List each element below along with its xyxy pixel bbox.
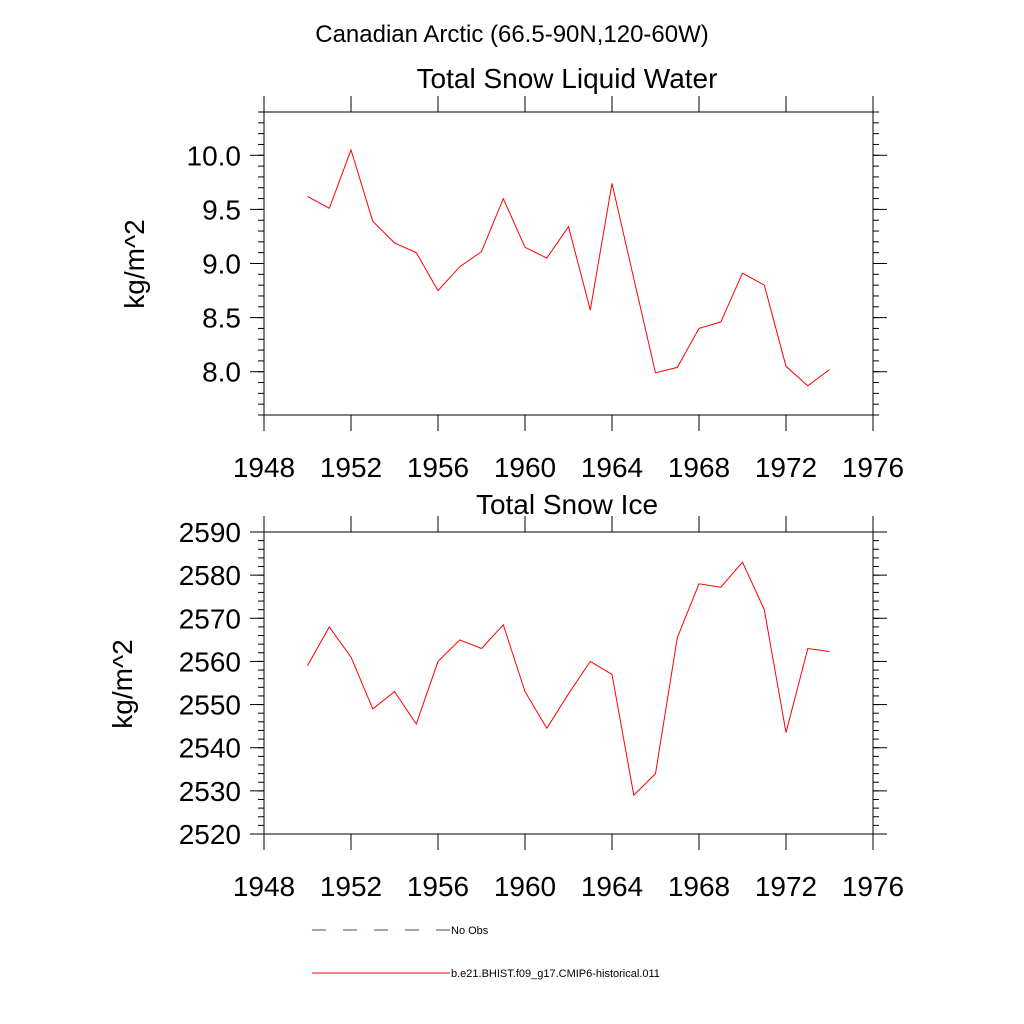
x-tick-label: 1952: [320, 452, 382, 483]
y-tick-label: 2530: [179, 776, 241, 807]
tick-marks-snow-liquid-water: [250, 96, 887, 431]
y-tick-label: 8.0: [202, 357, 241, 388]
x-tick-label: 1956: [407, 452, 469, 483]
x-tick-label: 1976: [842, 452, 904, 483]
series-snow-ice: [307, 561, 830, 797]
y-tick-label: 2520: [179, 819, 241, 850]
x-tick-label: 1964: [581, 452, 643, 483]
page-title: Canadian Arctic (66.5-90N,120-60W): [315, 21, 709, 48]
plot-frame-snow-ice: [263, 531, 874, 835]
x-tick-label: 1960: [494, 452, 556, 483]
panel-snow-ice: Total Snow Ice kg/m^2 252025302540255025…: [107, 489, 904, 902]
x-tick-label: 1948: [233, 871, 295, 902]
y-tick-label: 2580: [179, 560, 241, 591]
legend-label-historical-011: b.e21.BHIST.f09_g17.CMIP6-historical.011: [451, 968, 660, 980]
legend: No Obs b.e21.BHIST.f09_g17.CMIP6-histori…: [312, 925, 660, 980]
panel-title-snow-ice: Total Snow Ice: [476, 489, 658, 520]
x-tick-label: 1972: [755, 871, 817, 902]
panel-title-snow-liquid-water: Total Snow Liquid Water: [417, 63, 718, 94]
x-tick-label: 1956: [407, 871, 469, 902]
x-tick-labels-snow-ice: 1948 1952 1956 1960 1964 1968 1972 1976: [233, 871, 904, 902]
x-tick-label: 1964: [581, 871, 643, 902]
y-axis-label-snow-ice: kg/m^2: [107, 639, 138, 728]
y-tick-label: 9.0: [202, 249, 241, 280]
y-tick-label: 2550: [179, 690, 241, 721]
y-tick-label: 2560: [179, 646, 241, 677]
legend-label-no-obs: No Obs: [451, 925, 489, 937]
series-line: [307, 148, 830, 387]
y-tick-labels-snow-ice: 2520 2530 2540 2550 2560 2570 2580 2590: [179, 517, 241, 850]
series-line: [307, 561, 830, 797]
y-tick-label: 2570: [179, 603, 241, 634]
y-tick-labels-snow-liquid-water: 8.0 8.5 9.0 9.5 10.0: [187, 140, 242, 387]
y-axis-label-snow-liquid-water: kg/m^2: [119, 219, 150, 308]
x-tick-label: 1976: [842, 871, 904, 902]
series-snow-liquid-water: [307, 148, 830, 387]
y-tick-label: 9.5: [202, 194, 241, 225]
x-tick-label: 1968: [668, 452, 730, 483]
x-tick-label: 1968: [668, 871, 730, 902]
x-tick-label: 1972: [755, 452, 817, 483]
y-tick-label: 8.5: [202, 303, 241, 334]
tick-marks-snow-ice: [250, 516, 887, 850]
y-tick-label: 2590: [179, 517, 241, 548]
y-tick-label: 2540: [179, 733, 241, 764]
x-tick-labels-snow-liquid-water: 1948 1952 1956 1960 1964 1968 1972 1976: [233, 452, 904, 483]
x-tick-label: 1960: [494, 871, 556, 902]
y-tick-label: 10.0: [187, 140, 242, 171]
panel-snow-liquid-water: Total Snow Liquid Water kg/m^2 8.0 8.5 9.0…: [119, 63, 904, 483]
x-tick-label: 1948: [233, 452, 295, 483]
x-tick-label: 1952: [320, 871, 382, 902]
